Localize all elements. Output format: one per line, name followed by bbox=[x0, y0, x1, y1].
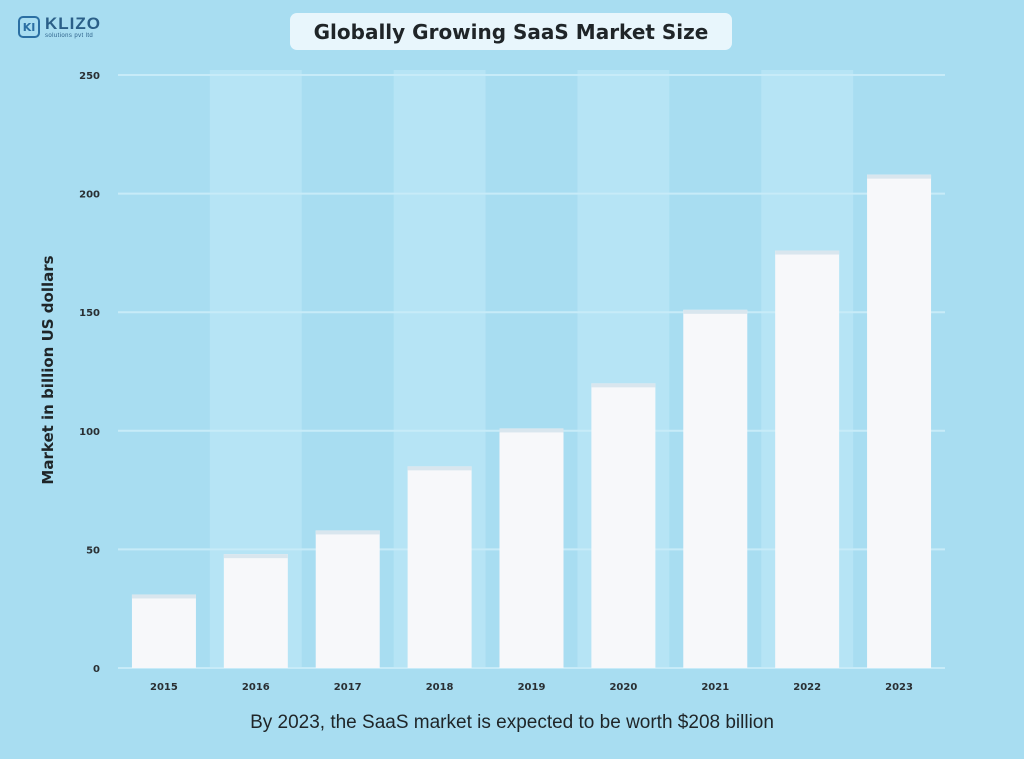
y-tick-label: 100 bbox=[79, 427, 100, 438]
bar-cap-2016 bbox=[223, 554, 288, 559]
brand-subtitle: solutions pvt ltd bbox=[45, 33, 94, 39]
x-tick-label: 2022 bbox=[793, 682, 821, 693]
bar-2019 bbox=[499, 428, 564, 668]
y-tick-label: 250 bbox=[79, 71, 100, 82]
brand-logo: KI KLIZO solutions pvt ltd bbox=[18, 15, 101, 39]
bar-2017 bbox=[315, 530, 380, 668]
bar-cap-2020 bbox=[591, 383, 656, 388]
bar-2016 bbox=[223, 554, 288, 668]
chart-title: Globally Growing SaaS Market Size bbox=[313, 19, 709, 44]
chart-title-box: Globally Growing SaaS Market Size bbox=[290, 13, 732, 50]
bar-cap-2023 bbox=[867, 174, 932, 179]
bar-2023 bbox=[867, 174, 932, 668]
x-tick-label: 2018 bbox=[426, 682, 454, 693]
y-tick-label: 150 bbox=[79, 308, 100, 319]
brand-name: KLIZO bbox=[45, 14, 101, 33]
x-tick-label: 2021 bbox=[701, 682, 729, 693]
y-tick-label: 50 bbox=[86, 545, 100, 556]
bar-cap-2015 bbox=[131, 594, 196, 599]
x-tick-label: 2015 bbox=[150, 682, 178, 693]
y-tick-label: 200 bbox=[79, 190, 100, 201]
brand-text: KLIZO solutions pvt ltd bbox=[45, 15, 101, 39]
x-tick-label: 2019 bbox=[518, 682, 546, 693]
bar-cap-2021 bbox=[683, 309, 748, 314]
bar-2021 bbox=[683, 309, 748, 668]
x-tick-label: 2017 bbox=[334, 682, 362, 693]
bar-cap-2019 bbox=[499, 428, 564, 433]
klizo-logo-icon: KI bbox=[18, 16, 40, 38]
bar-2018 bbox=[407, 466, 472, 668]
bar-2015 bbox=[131, 594, 196, 668]
y-tick-label: 0 bbox=[93, 664, 100, 675]
footer-caption: By 2023, the SaaS market is expected to … bbox=[250, 712, 774, 733]
x-tick-label: 2023 bbox=[885, 682, 913, 693]
bar-cap-2022 bbox=[775, 250, 840, 255]
bar-cap-2018 bbox=[407, 466, 472, 471]
bar-cap-2017 bbox=[315, 530, 380, 535]
bar-2022 bbox=[775, 250, 840, 668]
x-tick-label: 2016 bbox=[242, 682, 270, 693]
x-tick-label: 2020 bbox=[609, 682, 637, 693]
bar-2020 bbox=[591, 383, 656, 668]
